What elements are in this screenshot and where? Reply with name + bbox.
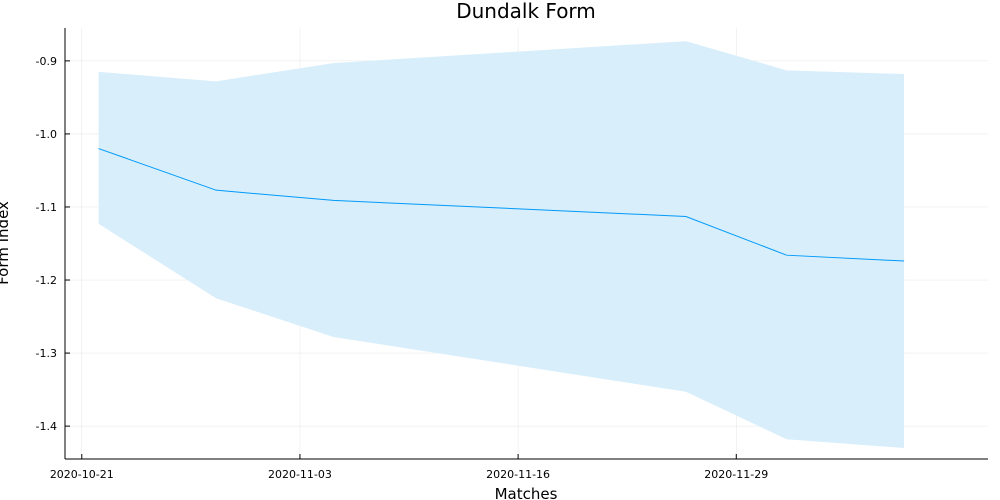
y-tick-label: -1.2: [36, 274, 57, 287]
x-ticks: 2020-10-21 2020-11-03 2020-11-16 2020-11-29: [50, 454, 768, 481]
y-ticks: -0.9 -1.0 -1.1 -1.2 -1.3 -1.4: [36, 55, 70, 433]
y-tick-label: -1.4: [36, 420, 57, 433]
x-tick-label: 2020-11-03: [268, 468, 332, 481]
y-tick-label: -1.1: [36, 201, 57, 214]
axes: [64, 28, 988, 460]
confidence-band-layer: [98, 41, 905, 449]
y-tick-label: -1.3: [36, 347, 57, 360]
x-tick-label: 2020-11-29: [704, 468, 768, 481]
y-tick-label: -1.0: [36, 128, 57, 141]
y-axis-label: Form Index: [0, 201, 12, 285]
x-tick-label: 2020-10-21: [50, 468, 114, 481]
series-line-layer: [98, 148, 905, 262]
confidence-band: [98, 41, 905, 449]
y-tick-label: -0.9: [36, 55, 57, 68]
x-axis-label: Matches: [495, 485, 558, 500]
series-line: [98, 148, 905, 262]
x-tick-label: 2020-11-16: [486, 468, 550, 481]
chart-title: Dundalk Form: [456, 0, 596, 23]
